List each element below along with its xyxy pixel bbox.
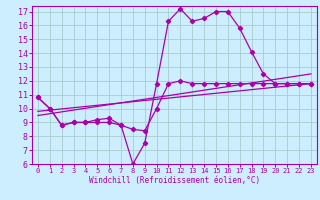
X-axis label: Windchill (Refroidissement éolien,°C): Windchill (Refroidissement éolien,°C) (89, 176, 260, 185)
